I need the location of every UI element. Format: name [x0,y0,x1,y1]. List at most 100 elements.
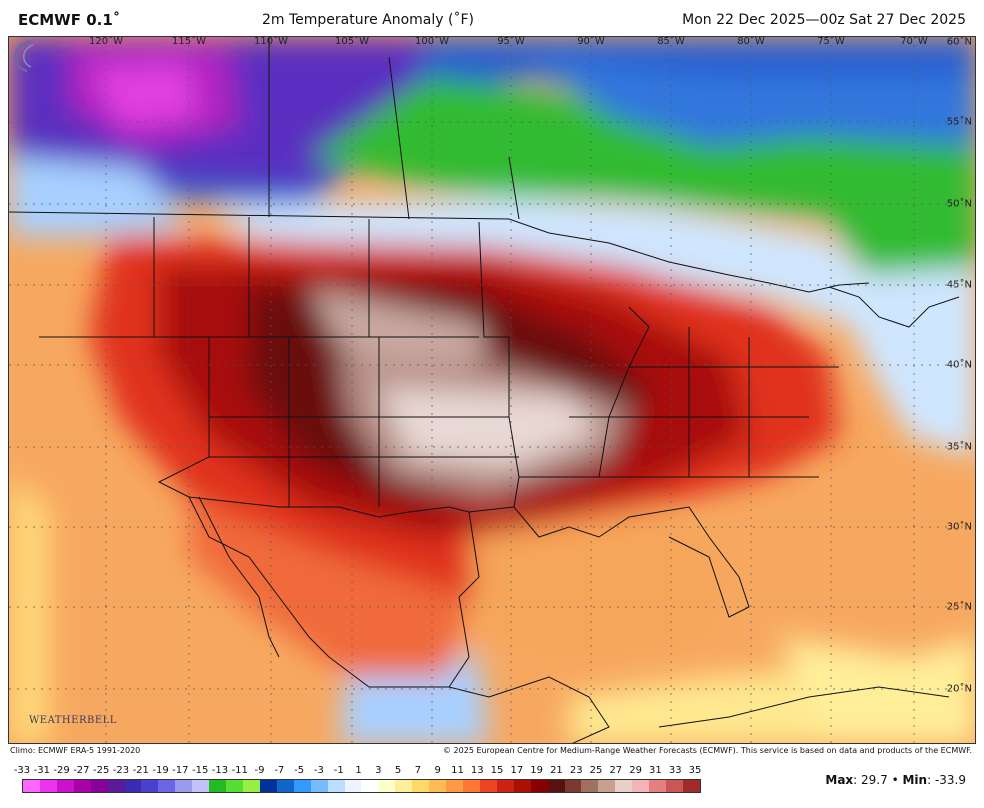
lon-label: 105˚W [335,36,369,47]
min-label: Min [902,773,928,787]
lat-label: 30˚N [946,521,972,533]
logo-text: WEATHERBELL [29,715,117,726]
colorbar-swatch [530,780,548,792]
colorbar-swatch [107,780,125,792]
lon-label: 110˚W [254,36,288,47]
climo-note: Climo: ECMWF ERA-5 1991-2020 [10,746,141,755]
colorbar-swatch [209,780,227,792]
anomaly-map[interactable]: 120˚W 115˚W 110˚W 105˚W 100˚W 95˚W 90˚W … [8,36,976,744]
colorbar-swatch [158,780,176,792]
max-label: Max [825,773,854,787]
colorbar-swatch [581,780,599,792]
colorbar-swatch [513,780,531,792]
header: ECMWF 0.1˚ 2m Temperature Anomaly (˚F) M… [0,0,984,36]
colorbar-tick-label: 25 [589,765,603,776]
colorbar-tick-label: -1 [333,765,344,776]
colorbar-swatch [293,780,311,792]
lat-label: 60˚N [946,36,972,48]
colorbar-tick-label: -7 [274,765,285,776]
colorbar-swatch [666,780,683,792]
colorbar-tick-label: 35 [688,765,702,776]
colorbar-tick-label: 1 [355,765,362,776]
colorbar-tick-label: 31 [649,765,662,776]
colorbar-swatch [378,780,396,792]
colorbar-swatch [479,780,497,792]
colorbar-tick-label: -19 [152,765,169,776]
lon-label: 70˚W [900,36,928,47]
colorbar-tick-label: -15 [191,765,209,776]
lat-label: 25˚N [946,601,972,613]
colorbar-tick-label: 17 [510,765,524,776]
lat-label: 45˚N [946,279,972,291]
lon-label: 90˚W [577,36,605,47]
model-title: ECMWF 0.1˚ [18,11,121,29]
colorbar [22,779,701,793]
colorbar-tick-label: -13 [211,765,229,776]
colorbar-swatch [446,780,463,792]
min-value: -33.9 [934,773,966,787]
colorbar-tick-label: 5 [394,765,402,776]
colorbar-swatch [429,780,447,792]
lat-label: 40˚N [946,359,972,371]
colorbar-tick-label: 11 [451,765,464,776]
lon-label: 85˚W [657,36,685,47]
lat-label: 20˚N [946,683,972,695]
colorbar-tick-label: 29 [629,765,642,776]
colorbar-tick-label: -5 [294,765,305,776]
lon-label: 95˚W [497,36,525,47]
colorbar-swatch [462,780,480,792]
colorbar-tick-label: 3 [375,765,382,776]
product-title: 2m Temperature Anomaly (˚F) [262,12,474,28]
colorbar-swatch [327,780,345,792]
colorbar-swatch [310,780,328,792]
colorbar-swatch [192,780,210,792]
colorbar-tick-label: 21 [550,765,563,776]
colorbar-swatch [632,780,650,792]
colorbar-swatch [90,780,108,792]
valid-period: Mon 22 Dec 2025—00z Sat 27 Dec 2025 [682,12,966,28]
colorbar-tick-label: 33 [668,765,682,776]
colorbar-tick-label: 7 [414,765,422,776]
graticule [9,37,975,743]
colorbar-tick-label: -9 [254,765,265,776]
colorbar-swatch [344,780,362,792]
lon-label: 115˚W [172,36,206,47]
colorbar-tick-label: 23 [569,765,583,776]
copyright-note: © 2025 European Centre for Medium-Range … [443,746,972,755]
colorbar-tick-label: 27 [609,765,623,776]
colorbar-swatch [175,780,193,792]
colorbar-swatch [56,780,74,792]
colorbar-swatch [412,780,430,792]
lat-label: 35˚N [946,441,972,453]
colorbar-swatch [23,780,40,792]
colorbar-swatch [547,780,565,792]
colorbar-tick-label: 19 [530,765,544,776]
colorbar-tick-label: -21 [132,765,149,776]
colorbar-swatch [141,780,159,792]
colorbar-swatch [496,780,514,792]
colorbar-swatch [395,780,413,792]
max-min-stats: Max: 29.7 • Min: -33.9 [825,773,966,787]
colorbar-swatch [564,780,582,792]
colorbar-tick-label: -23 [112,765,130,776]
colorbar-swatch [242,780,260,792]
lat-label: 55˚N [946,116,972,128]
colorbar-swatch [259,780,277,792]
colorbar-swatch [361,780,379,792]
lon-label: 120˚W [89,36,123,47]
map-canvas [9,37,975,743]
colorbar-tick-label: -17 [172,765,189,776]
borders [9,37,960,743]
weatherbell-logo [14,39,34,73]
colorbar-tick-label: -31 [33,765,50,776]
colorbar-swatch [682,780,700,792]
colorbar-tick-label: 15 [490,765,504,776]
lon-label: 100˚W [415,36,449,47]
lon-label: 75˚W [817,36,845,47]
colorbar-swatch [39,780,57,792]
lon-label: 80˚W [737,36,765,47]
colorbar-swatch [649,780,667,792]
colorbar-tick-label: -25 [93,765,110,776]
colorbar-swatch [598,780,616,792]
colorbar-tick-label: 9 [434,765,441,776]
